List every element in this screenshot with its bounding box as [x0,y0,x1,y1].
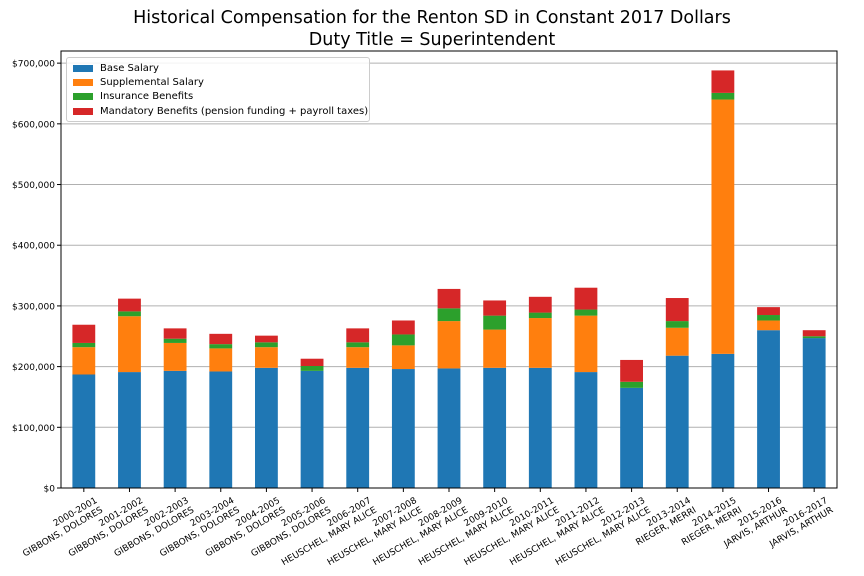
bar-segment-base-10 [528,367,552,488]
bar-segment-insurance-13 [665,321,689,328]
bar-segment-base-16 [802,338,826,488]
bar-segment-mandatory-2 [163,328,187,339]
bar-segment-mandatory-0 [72,324,96,343]
chart-title: Historical Compensation for the Renton S… [133,8,731,28]
bar-segment-mandatory-3 [209,333,233,345]
bar-segment-base-12 [620,387,643,488]
bar-segment-supplemental-13 [665,327,689,356]
bar-segment-insurance-6 [346,342,370,348]
bar-segment-supplemental-9 [483,329,507,368]
bar-segment-mandatory-6 [346,328,370,343]
legend-item-insurance-benefits: Insurance Benefits [73,89,193,103]
bar-segment-mandatory-11 [574,287,598,310]
legend: Base Salary Supplemental Salary Insuranc… [66,57,370,122]
y-tick-labels: $0 $100,000 $200,000 $300,000 $400,000 $500,0… [12,60,55,495]
bar-segment-base-2 [163,370,187,488]
bar-segment-supplemental-8 [437,321,461,369]
legend-label: Base Salary [100,62,159,74]
x-tick-label: 2000-2001GIBBONS, DOLORES [16,496,105,560]
bar-segment-supplemental-1 [118,316,141,373]
bar-segment-mandatory-1 [118,298,141,312]
y-tick-label: $200,000 [12,363,55,373]
bar-segment-base-4 [255,367,278,488]
bar-segment-supplemental-14 [711,99,735,354]
bar-segment-base-5 [300,370,324,488]
bar-segment-insurance-10 [528,312,552,319]
bar-segment-insurance-9 [483,315,507,330]
legend-item-mandatory-benefits: Mandatory Benefits (pension funding + pa… [73,104,368,118]
bar-segment-base-8 [437,368,461,488]
bar-segment-insurance-11 [574,309,598,316]
bar-segment-mandatory-14 [711,70,735,93]
bar-segment-insurance-12 [620,381,643,388]
plot-frame [60,50,838,489]
legend-swatch [73,64,93,72]
bar-segment-mandatory-12 [620,359,643,382]
y-tick-label: $300,000 [12,302,55,312]
bar-segment-insurance-5 [300,366,324,371]
bar-segment-mandatory-15 [757,307,780,316]
bar-segment-base-0 [72,374,96,488]
bar-segment-insurance-7 [391,334,415,346]
axes [57,50,838,492]
bar-segment-supplemental-0 [72,347,96,375]
legend-label: Insurance Benefits [100,90,194,102]
y-tick-label: $500,000 [12,181,55,191]
legend-swatch [73,107,93,115]
bar-segment-mandatory-4 [255,335,278,343]
legend-swatch [73,92,93,100]
bar-segment-mandatory-13 [665,298,689,322]
bars [72,70,826,488]
y-tick-label: $400,000 [12,242,55,252]
bar-segment-mandatory-5 [300,358,324,367]
bar-segment-base-7 [391,369,415,488]
bar-segment-insurance-1 [118,311,141,317]
bar-segment-base-13 [665,355,689,488]
bar-segment-supplemental-7 [391,345,415,370]
bar-segment-insurance-2 [163,338,187,343]
bar-segment-insurance-15 [757,315,780,321]
bar-segment-mandatory-16 [802,330,826,337]
bar-segment-base-14 [711,353,735,488]
x-tick-labels: 2000-2001GIBBONS, DOLORES2001-2002GIBBON… [16,496,835,568]
y-tick-label: $700,000 [12,60,55,70]
legend-label: Mandatory Benefits (pension funding + pa… [100,105,369,117]
bar-segment-supplemental-15 [757,320,780,331]
bar-segment-mandatory-8 [437,288,461,309]
bar-segment-base-11 [574,372,598,488]
bar-segment-base-3 [209,371,233,488]
bar-segment-mandatory-10 [528,296,552,313]
bar-segment-base-6 [346,367,370,488]
bar-segment-supplemental-3 [209,348,233,372]
bar-segment-supplemental-6 [346,347,370,368]
legend-item-supplemental-salary: Supplemental Salary [73,75,204,89]
bar-segment-insurance-8 [437,308,461,322]
bar-segment-mandatory-9 [483,300,507,316]
bar-segment-base-9 [483,367,507,488]
bar-segment-insurance-0 [72,342,96,348]
bar-segment-supplemental-4 [255,347,278,368]
y-tick-label: $600,000 [12,120,55,130]
bar-segment-mandatory-7 [391,320,415,335]
bar-segment-supplemental-10 [528,318,552,368]
bar-segment-insurance-14 [711,92,735,100]
bar-segment-insurance-16 [802,336,826,339]
legend-item-base-salary: Base Salary [73,61,159,75]
bar-segment-insurance-4 [255,342,278,348]
bar-segment-insurance-3 [209,344,233,349]
legend-label: Supplemental Salary [100,76,204,88]
bar-segment-base-1 [118,372,141,488]
bar-segment-supplemental-11 [574,315,598,373]
bar-segment-base-15 [757,330,780,488]
y-tick-label: $100,000 [12,424,55,434]
y-tick-label: $0 [44,485,56,495]
chart-subtitle: Duty Title = Superintendent [308,30,556,50]
legend-swatch [73,78,93,86]
bar-segment-supplemental-2 [163,342,187,371]
